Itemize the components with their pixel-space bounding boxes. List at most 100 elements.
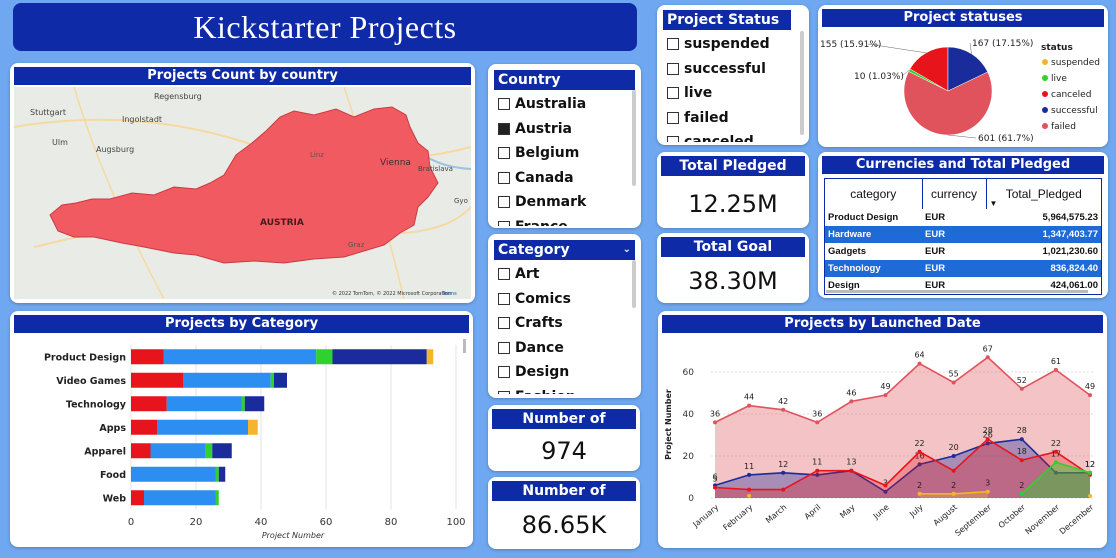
data-point-failed [713,420,717,425]
status-option[interactable]: failed [667,106,809,131]
category-option[interactable]: Art [498,262,641,287]
checkbox[interactable] [498,147,510,160]
data-label-canceled: 22 [914,439,924,448]
checkbox[interactable] [667,111,679,124]
col-header-currency[interactable]: currency [922,179,987,209]
status-option[interactable]: suspended [667,32,809,57]
data-point-failed [747,403,752,408]
checkbox[interactable] [498,317,510,330]
map-copyright: © 2022 TomTom, © 2022 Microsoft Corporat… [332,290,451,297]
status-option[interactable]: live [667,81,809,106]
cell-total-pledged: 1,347,403.77 [986,226,1101,243]
currency-table: category currency Total_Pledged ▼ Produc… [825,179,1101,294]
austria-region [49,106,439,264]
checkbox[interactable] [498,98,510,111]
col-header-category[interactable]: category [825,179,923,209]
country-option[interactable]: Denmark [498,190,641,215]
map-city-label: Gyo [454,197,468,205]
status-option[interactable]: successful [667,57,809,82]
table-row[interactable]: Product Design EUR 5,964,575.23 [825,209,1101,226]
data-label-successful: 28 [1017,426,1027,435]
launch-date-chart[interactable]: 0 20 40 60 Project Number January February Marc… [658,333,1107,546]
category-option[interactable]: Dance [498,336,641,361]
bar-segment-canceled [131,349,164,365]
checkbox[interactable] [667,62,679,75]
bar-segment-canceled [131,396,167,412]
category-slicer-title: Category ⌄ [494,240,635,260]
col-header-total-pledged[interactable]: Total_Pledged ▼ [989,187,1082,208]
country-option-label: Australia [515,96,587,113]
chevron-down-icon[interactable]: ⌄ [622,244,631,255]
pie-legend-item: successful [1051,106,1098,116]
checkbox[interactable] [498,220,510,226]
category-option[interactable]: Comics [498,287,641,312]
kpi-number-of-backers: Number of Backers 86.65K [488,477,640,549]
data-point-canceled [815,468,820,473]
data-point-suspended [985,489,990,494]
pie-chart-title: Project statuses [822,9,1104,27]
data-point-canceled [747,487,752,492]
data-label-successful: 6 [712,472,717,481]
cell-category: Product Design [828,212,899,223]
country-slicer: Country Australia Austria Belgium Canada Den… [488,64,641,228]
data-point-successful [1019,437,1024,442]
checkbox[interactable] [667,136,679,142]
pie-legend-item: canceled [1051,90,1091,100]
category-option[interactable]: Fashion [498,385,641,394]
country-scrollbar[interactable] [632,90,636,186]
sort-desc-icon[interactable]: ▼ [989,199,998,208]
status-option[interactable]: canceled [667,130,809,142]
status-scrollbar[interactable] [800,31,804,135]
checkbox[interactable] [667,38,679,51]
cell-category: Hardware [825,226,922,243]
checkbox[interactable] [498,268,510,281]
table-row[interactable]: Technology EUR 836,824.40 [825,260,1101,277]
checkbox[interactable] [498,292,510,305]
data-label-failed: 36 [710,409,720,418]
category-bar-chart[interactable]: 0 20 40 60 80 100 Project Number Product Design… [10,333,473,545]
pie-data-label: 10 (1.03%) [854,72,904,82]
country-option[interactable]: Australia [498,92,641,117]
country-option[interactable]: Canada [498,166,641,191]
table-row[interactable]: Hardware EUR 1,347,403.77 [825,226,1101,243]
data-point-suspended [747,493,752,498]
table-row[interactable]: Gadgets EUR 1,021,230.60 [825,243,1101,260]
area-x-tick: April [803,503,823,522]
bar-segment-failed [131,466,216,482]
checkbox[interactable] [498,366,510,379]
data-label-successful: 16 [914,451,924,460]
legend-dot-failed [1042,123,1048,129]
cell-total-pledged: 1,021,230.60 [1042,246,1098,257]
checkbox[interactable] [667,87,679,100]
area-x-tick: November [1024,502,1062,536]
bar-segment-failed [157,419,248,435]
table-row[interactable]: Design EUR 424,061.00 [825,277,1101,294]
checkbox[interactable] [498,171,510,184]
checkbox[interactable] [498,341,510,354]
legend-dot-live [1042,75,1048,81]
data-point-canceled [1019,458,1024,463]
map-terms-link: Terms [441,291,457,297]
country-map[interactable]: Stuttgart Regensburg Ingolstadt Augsburg… [14,87,471,299]
country-option[interactable]: Austria [498,117,641,142]
country-option[interactable]: France [498,215,641,226]
category-option[interactable]: Design [498,360,641,385]
country-option[interactable]: Belgium [498,141,641,166]
launch-date-panel: Projects by Launched Date 0 20 40 60 Project… [658,311,1107,548]
data-point-failed [985,355,990,360]
table-horizontal-scrollbar[interactable] [826,290,1088,293]
data-point-suspended [917,491,922,496]
checkbox[interactable] [498,196,510,209]
pie-chart[interactable]: 10 (1.03%) 155 (15.91%) 167 (17.15%) 601 (6… [818,27,1108,145]
data-label-failed: 49 [1085,382,1095,391]
category-scrollbar[interactable] [632,260,636,308]
pie-legend-title: status [1041,43,1073,53]
pie-chart-panel: Project statuses 10 (1.03%) 155 (15.91%) 1… [818,5,1108,147]
category-option[interactable]: Crafts [498,311,641,336]
cell-currency: EUR [925,212,946,223]
data-point-failed [815,420,820,425]
checkbox[interactable] [498,122,510,135]
bar-category-label: Video Games [56,376,126,387]
checkbox[interactable] [498,390,510,394]
cell-total-pledged: 5,964,575.23 [1042,212,1098,223]
